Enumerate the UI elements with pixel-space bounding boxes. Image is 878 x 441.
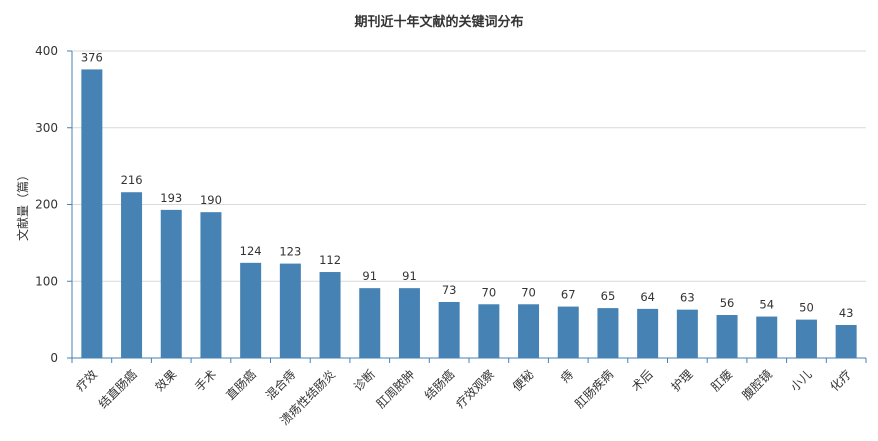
chart-title: 期刊近十年文献的关键词分布: [354, 14, 523, 30]
gridlines: [72, 50, 866, 282]
bar-value-label: 193: [160, 191, 182, 205]
bar: [81, 69, 103, 359]
bar: [795, 319, 817, 358]
x-tick-label: 腹腔镜: [739, 367, 775, 403]
bar-value-label: 56: [720, 296, 735, 310]
bar-value-label: 216: [121, 173, 143, 187]
bar: [240, 262, 262, 358]
bar: [319, 272, 341, 358]
bar-value-label: 91: [402, 269, 417, 283]
x-tick-label: 痔: [557, 367, 576, 386]
bar: [160, 209, 182, 358]
x-tick-label: 效果: [152, 367, 180, 395]
x-tick-label: 肛瘘: [708, 367, 735, 394]
y-tick-label: 300: [35, 121, 58, 135]
bar-value-label: 190: [200, 193, 222, 207]
bar-series: [81, 69, 857, 359]
bar: [557, 306, 579, 358]
bar-value-label: 376: [81, 50, 103, 64]
bar-value-label: 70: [482, 285, 497, 299]
bar: [478, 304, 500, 358]
bar-value-label: 64: [640, 290, 655, 304]
x-tick-label: 疗效观察: [452, 367, 497, 412]
x-tick-label: 疗效: [72, 367, 100, 395]
x-tick-label: 便秘: [510, 367, 537, 394]
bar-value-label: 65: [601, 289, 616, 303]
bar: [200, 212, 222, 358]
bar-value-label: 73: [442, 283, 457, 297]
bar: [518, 304, 540, 358]
bar-value-label: 50: [799, 301, 814, 315]
bar: [676, 309, 698, 358]
x-tick-label: 小儿: [788, 367, 815, 394]
x-tick-label: 化疗: [827, 367, 854, 394]
bar: [835, 324, 857, 358]
x-tick-label: 护理: [669, 367, 696, 394]
x-tick-label: 术后: [629, 367, 656, 394]
y-tick-label: 0: [50, 351, 58, 365]
bar: [279, 263, 301, 358]
bar-value-label: 91: [362, 269, 377, 283]
bar: [597, 308, 619, 358]
x-tick-label: 直肠癌: [223, 367, 259, 403]
y-tick-label: 400: [35, 44, 58, 58]
bar-value-label: 124: [240, 244, 262, 258]
bar: [716, 315, 738, 358]
x-tick-label: 结肠癌: [421, 367, 457, 403]
x-tick-label: 肛周脓肿: [373, 367, 418, 412]
x-tick-label: 肛肠疾病: [572, 367, 617, 412]
bar-value-label: 43: [839, 306, 854, 320]
bar: [756, 316, 778, 358]
bar: [359, 288, 381, 358]
bar: [637, 308, 659, 358]
bar-value-label: 112: [319, 253, 341, 267]
x-tick-label: 结直肠癌: [95, 367, 140, 412]
bar-value-label: 54: [759, 298, 774, 312]
bar-value-label: 123: [279, 245, 301, 259]
bar-value-label: 63: [680, 291, 695, 305]
y-tick-label: 100: [35, 274, 58, 288]
x-tick-label: 混合痔: [262, 367, 298, 403]
y-tick-label: 200: [35, 198, 58, 212]
bar-value-label: 67: [561, 288, 576, 302]
bar: [398, 288, 420, 358]
data-labels: 376 216 193 190 124 123 112 91 91 73 70 70 67 65 64 63 5…: [81, 50, 854, 320]
bar: [121, 192, 143, 358]
bar: [438, 301, 460, 358]
x-tick-label: 诊断: [350, 367, 378, 395]
y-axis-label: 文献量（篇）: [15, 169, 30, 241]
x-tick-label: 手术: [192, 367, 219, 394]
bar-value-label: 70: [521, 285, 536, 299]
y-axis-ticks: 0 100 200 300 400: [35, 44, 72, 365]
